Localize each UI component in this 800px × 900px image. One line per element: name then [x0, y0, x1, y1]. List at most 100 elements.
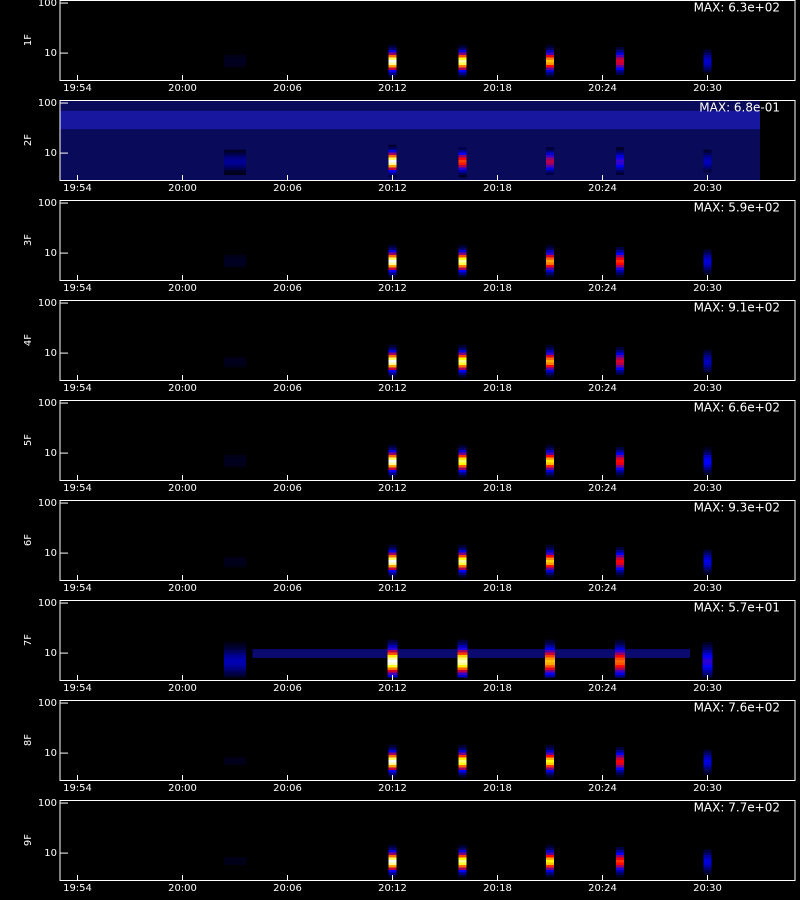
burst-cell — [458, 869, 467, 873]
x-tick-label: 20:30 — [693, 583, 722, 594]
burst-cell — [388, 857, 397, 860]
burst-cell — [616, 362, 624, 365]
burst-cell — [388, 264, 397, 268]
burst-cell — [616, 259, 624, 263]
burst-cell — [616, 769, 624, 773]
burst-cell — [546, 259, 554, 263]
burst-cell — [546, 172, 554, 175]
burst-cell — [615, 672, 625, 675]
burst-cell — [457, 644, 468, 648]
x-tick-label: 20:00 — [168, 83, 197, 94]
burst-cell — [458, 49, 467, 53]
burst-cell — [388, 872, 397, 875]
burst-cell — [616, 452, 624, 455]
burst-cell — [703, 849, 712, 853]
burst-cell — [703, 772, 712, 775]
burst-cell — [224, 659, 246, 663]
burst-cell — [388, 167, 397, 170]
burst-cell — [703, 257, 712, 260]
y-tick-label: 10 — [44, 48, 57, 59]
burst-cell — [615, 669, 625, 673]
plot-frame — [59, 800, 796, 881]
x-tick-label: 20:24 — [588, 883, 617, 894]
burst-cell — [388, 349, 397, 353]
burst-cell — [458, 474, 467, 478]
burst-cell — [458, 559, 467, 563]
burst-cell — [224, 644, 246, 648]
y-tick-label: 10 — [44, 848, 57, 859]
burst-cell — [388, 359, 397, 363]
burst-cell — [546, 452, 554, 455]
burst-cell — [458, 449, 467, 453]
burst-cell — [546, 457, 554, 460]
burst-cell — [546, 69, 554, 73]
burst-cell — [546, 64, 554, 68]
x-tick-label: 20:30 — [693, 83, 722, 94]
burst-cell — [387, 659, 398, 663]
burst-cell — [616, 52, 624, 55]
burst-cell — [388, 354, 397, 358]
burst-cell — [458, 359, 467, 363]
burst-cell — [388, 149, 397, 153]
burst-cell — [546, 772, 554, 775]
x-tick-label: 20:24 — [588, 483, 617, 494]
burst-cell — [616, 152, 624, 155]
burst-cell — [224, 64, 246, 68]
burst-cell — [458, 872, 467, 875]
burst-cell — [703, 572, 712, 575]
x-tick-label: 20:00 — [168, 683, 197, 694]
burst-cell — [546, 154, 554, 158]
burst-cell — [703, 452, 712, 455]
burst-cell — [703, 152, 712, 155]
burst-cell — [458, 62, 467, 65]
x-tick-label: 20:18 — [483, 883, 512, 894]
burst-cell — [224, 757, 246, 760]
burst-cell — [388, 362, 397, 365]
x-tick-label: 20:00 — [168, 883, 197, 894]
burst-cell — [224, 649, 246, 653]
x-tick-label: 20:30 — [693, 683, 722, 694]
panel: 10 100 19:54 20:00 20:06 20:12 20:18 20:24 20:30… — [23, 0, 796, 94]
burst-cell — [546, 67, 554, 70]
burst-cell — [615, 647, 625, 650]
burst-cell — [458, 749, 467, 753]
burst-cell — [616, 262, 624, 265]
burst-cell — [616, 164, 624, 168]
burst-cell — [458, 462, 467, 465]
y-tick-label: 100 — [38, 498, 57, 509]
burst-cell — [546, 364, 554, 368]
burst-cell — [388, 164, 397, 168]
burst-cell — [546, 349, 554, 353]
burst-cell — [224, 662, 246, 665]
burst-cell — [388, 472, 397, 475]
burst-cell — [616, 774, 624, 778]
burst-cell — [458, 569, 467, 573]
burst-cell — [546, 752, 554, 755]
burst-cell — [458, 169, 467, 173]
burst-cell — [546, 764, 554, 768]
burst-cell — [388, 49, 397, 53]
burst-cell — [458, 274, 467, 278]
burst-cell — [703, 552, 712, 555]
burst-cell — [615, 664, 625, 668]
x-tick-label: 19:54 — [63, 483, 92, 494]
burst-cell — [458, 52, 467, 55]
burst-cell — [458, 149, 467, 153]
burst-cell — [703, 157, 712, 160]
burst-cell — [388, 64, 397, 68]
burst-cell — [458, 57, 467, 60]
x-tick-label: 20:06 — [273, 683, 302, 694]
plot-frame — [59, 100, 796, 181]
burst-cell — [458, 857, 467, 860]
burst-cell — [545, 659, 555, 663]
burst-cell — [458, 759, 467, 763]
burst-cell — [546, 567, 554, 570]
burst-cell — [458, 444, 467, 448]
burst-cell — [703, 162, 712, 165]
burst-cell — [546, 244, 554, 248]
burst-cell — [703, 154, 712, 158]
burst-cell — [703, 269, 712, 273]
burst-cell — [388, 157, 397, 160]
burst-cell — [224, 672, 246, 675]
